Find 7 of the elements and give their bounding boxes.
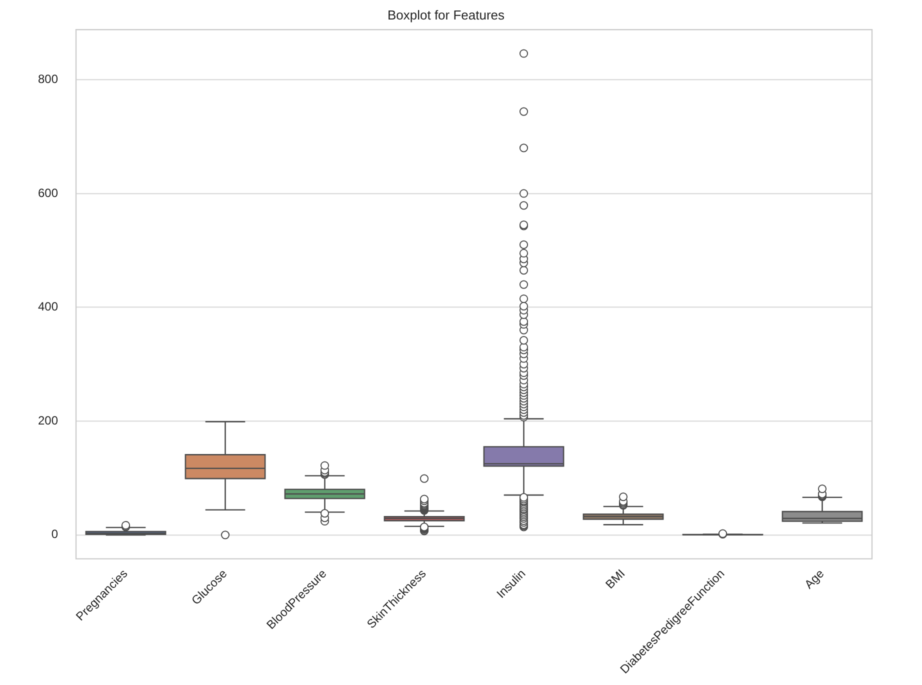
- chart-title: Boxplot for Features: [387, 7, 506, 22]
- x-tick-label: Age: [802, 566, 827, 592]
- y-tick-label: 400: [38, 300, 58, 314]
- y-tick-label: 800: [38, 72, 58, 86]
- y-tick-label: 0: [51, 527, 58, 542]
- y-tick-label: 200: [38, 413, 58, 428]
- y-tick-label: 600: [38, 186, 58, 200]
